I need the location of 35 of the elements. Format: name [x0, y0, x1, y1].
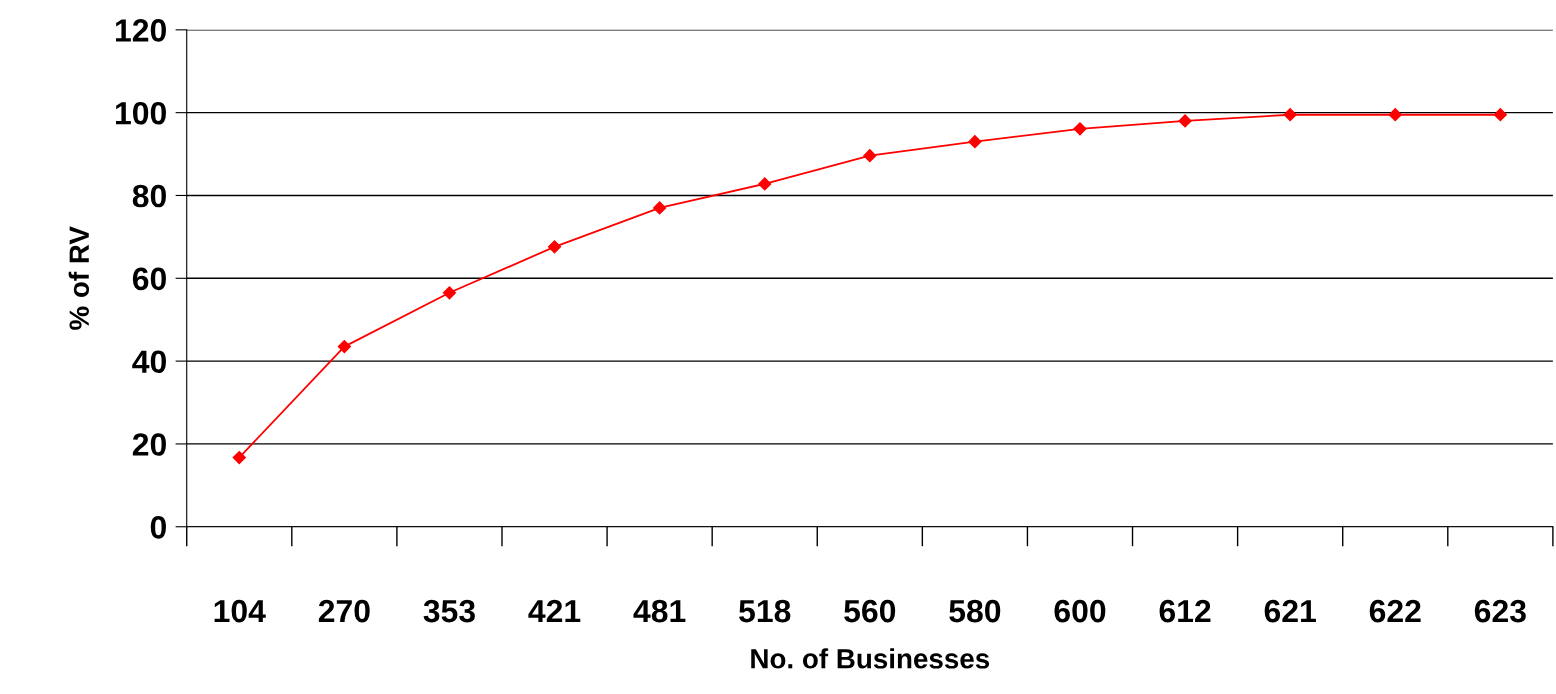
y-tick-label: 60	[132, 267, 166, 291]
y-tick-label: 100	[115, 101, 166, 125]
x-tick-label: 621	[1264, 599, 1316, 623]
y-tick-label: 40	[132, 350, 166, 373]
x-tick-label: 622	[1369, 599, 1421, 623]
x-tick-label: 353	[423, 599, 475, 623]
x-tick-label: 481	[633, 599, 686, 623]
point	[337, 340, 351, 354]
x-tick-label: 421	[528, 599, 581, 623]
x-axis-title: No. of Businesses	[751, 648, 990, 669]
y-tick-label: 0	[150, 516, 166, 539]
point	[442, 286, 457, 300]
point	[1073, 122, 1087, 136]
y-tick-label: 80	[132, 184, 166, 208]
x-tick-label: 623	[1474, 599, 1526, 623]
x-tick-label: 612	[1159, 599, 1211, 623]
point	[1283, 108, 1297, 122]
x-tick-label: 518	[739, 599, 791, 623]
x-tick-label: 104	[214, 599, 266, 623]
point	[758, 177, 772, 191]
point	[232, 451, 246, 465]
x-tick-label: 580	[949, 599, 1001, 623]
point	[547, 240, 562, 254]
x-tick-label: 600	[1054, 599, 1106, 623]
point	[968, 135, 982, 149]
y-tick-label: 20	[132, 433, 166, 456]
x-tick-label: 560	[844, 599, 896, 623]
y-axis-title: % of RV	[68, 226, 90, 330]
point	[1493, 108, 1507, 122]
point	[863, 149, 877, 163]
x-tick-label: 270	[318, 599, 370, 623]
y-tick-label: 120	[115, 19, 166, 42]
point	[1388, 108, 1402, 122]
point	[653, 201, 667, 215]
point	[1178, 114, 1192, 128]
